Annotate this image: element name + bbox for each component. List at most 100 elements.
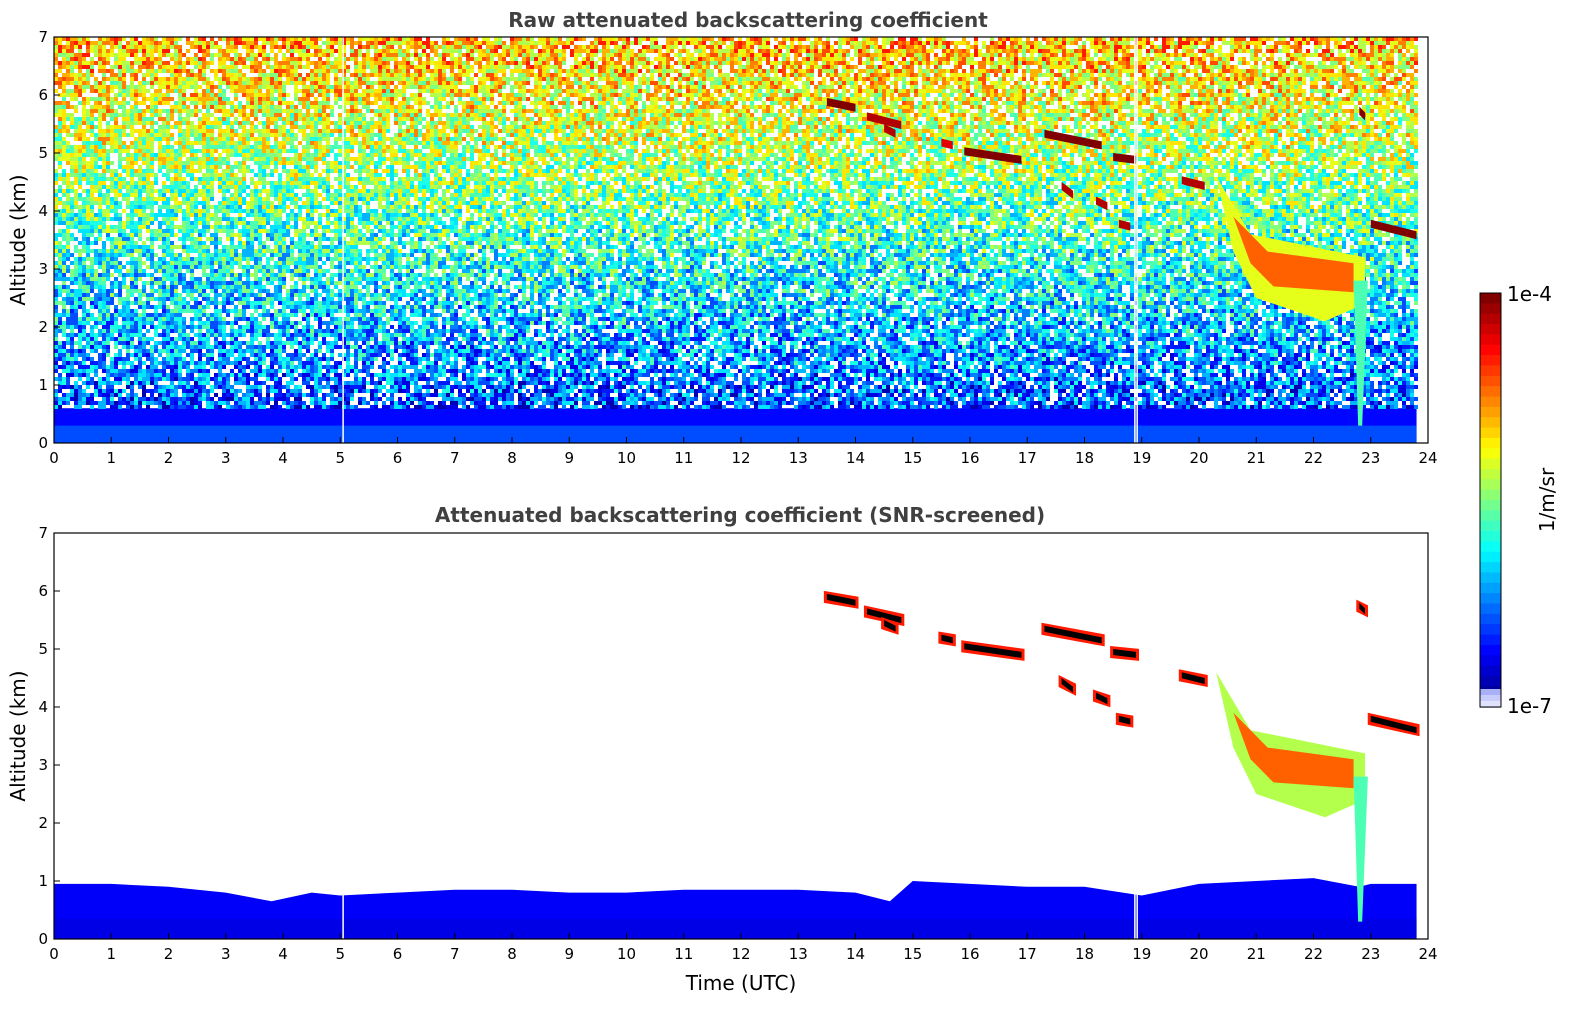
noise-pixels <box>54 37 1418 221</box>
cloud-mass <box>1216 176 1366 322</box>
x-tick-label: 8 <box>507 449 517 467</box>
noise-pixels <box>54 113 1418 409</box>
x-tick-label: 20 <box>1189 945 1208 963</box>
colorbar-step <box>1480 634 1501 646</box>
noise-pixels <box>54 41 1418 333</box>
x-tick-label: 16 <box>960 945 979 963</box>
x-tick-label: 7 <box>450 945 460 963</box>
colorbar-step <box>1480 396 1501 408</box>
colorbar-step <box>1480 675 1501 687</box>
noise-pixels <box>54 37 1418 261</box>
colorbar-step <box>1480 293 1501 304</box>
y-tick-label: 6 <box>38 86 48 104</box>
x-tick-label: 17 <box>1018 945 1037 963</box>
x-tick-label: 12 <box>731 945 750 963</box>
y-tick-label: 4 <box>38 202 48 220</box>
cloud-feature <box>964 147 1022 164</box>
x-tick-label: 6 <box>393 449 403 467</box>
noise-pixels <box>54 37 1418 185</box>
panel-screened-y-axis: 0 1 2 3 4 5 6 7 <box>38 524 60 948</box>
colorbar-step <box>1480 593 1501 605</box>
colorbar-step <box>1480 644 1501 656</box>
colorbar-step <box>1480 324 1501 335</box>
x-tick-label: 13 <box>789 449 808 467</box>
panel-screened-plot-area <box>54 590 1420 939</box>
cloud-feature <box>866 608 902 624</box>
colorbar-step <box>1480 603 1501 615</box>
panel-raw-y-axis: 0 1 2 3 4 5 6 7 <box>38 28 60 452</box>
panel-screened-x-label: Time (UTC) <box>685 971 797 995</box>
colorbar-step <box>1480 520 1501 532</box>
x-tick-label: 4 <box>278 945 288 963</box>
colorbar-max-label: 1e-4 <box>1507 282 1552 306</box>
x-tick-label: 11 <box>674 945 693 963</box>
x-tick-label: 17 <box>1018 449 1037 467</box>
cloud-feature <box>1095 692 1108 705</box>
cloud-feature <box>884 620 896 632</box>
y-tick-label: 3 <box>38 260 48 278</box>
y-tick-label: 5 <box>38 640 48 658</box>
x-tick-label: 14 <box>846 449 865 467</box>
colorbar-step <box>1480 427 1501 439</box>
colorbar-step <box>1480 665 1501 677</box>
noise-field <box>54 37 1418 409</box>
x-tick-label: 7 <box>450 449 460 467</box>
colorbar-step <box>1480 386 1501 398</box>
colorbar-gradient <box>1480 293 1501 708</box>
cloud-feature <box>866 112 902 130</box>
colorbar-step <box>1480 313 1501 325</box>
x-tick-label: 21 <box>1247 449 1266 467</box>
x-tick-label: 10 <box>617 449 636 467</box>
noise-pixels <box>54 37 1414 113</box>
y-tick-label: 1 <box>38 376 48 394</box>
colorbar-step <box>1480 541 1501 553</box>
colorbar-step <box>1480 489 1501 501</box>
noise-pixels <box>54 333 1418 409</box>
x-tick-label: 12 <box>731 449 750 467</box>
y-tick-label: 1 <box>38 872 48 890</box>
colorbar-step <box>1480 613 1501 625</box>
x-tick-label: 8 <box>507 945 517 963</box>
x-tick-label: 5 <box>335 945 345 963</box>
panel-screened-frame <box>53 532 1429 940</box>
cloud-mass-core <box>1233 216 1354 293</box>
cloud-feature <box>826 97 856 112</box>
colorbar-step <box>1480 448 1501 460</box>
fallstreak <box>1353 280 1368 426</box>
x-tick-label: 15 <box>903 945 922 963</box>
y-tick-label: 2 <box>38 318 48 336</box>
cloud-feature <box>1113 649 1137 658</box>
x-tick-label: 24 <box>1418 945 1437 963</box>
y-tick-label: 7 <box>38 524 48 542</box>
x-tick-label: 1 <box>106 449 116 467</box>
x-tick-label: 0 <box>49 449 59 467</box>
colorbar-step <box>1480 417 1501 429</box>
panel-screened-x-axis: 0 1 2 3 4 5 6 7 8 9 10 11 12 13 14 15 16 17 18 19 20 21 22 23 24 <box>49 933 1438 963</box>
panel-raw-title: Raw attenuated backscattering coefficien… <box>508 8 988 32</box>
x-tick-label: 5 <box>335 449 345 467</box>
cloud-feature <box>964 643 1022 658</box>
colorbar-step <box>1480 695 1501 701</box>
panel-raw: Raw attenuated backscattering coefficien… <box>6 8 1438 467</box>
x-tick-label: 9 <box>564 449 574 467</box>
x-tick-label: 22 <box>1304 449 1323 467</box>
x-tick-label: 22 <box>1304 945 1323 963</box>
panel-screened-title: Attenuated backscattering coefficient (S… <box>435 503 1045 527</box>
cloud-feature <box>1370 219 1417 240</box>
panel-raw-y-label: Altitude (km) <box>6 174 30 305</box>
colorbar-step <box>1480 689 1501 695</box>
y-tick-label: 0 <box>38 930 48 948</box>
cloud-feature <box>1113 153 1137 164</box>
colorbar-step <box>1480 344 1501 356</box>
x-tick-label: 14 <box>846 945 865 963</box>
cloud-feature <box>826 593 856 606</box>
colorbar-step <box>1480 365 1501 377</box>
y-tick-label: 3 <box>38 756 48 774</box>
colorbar-step <box>1480 582 1501 594</box>
x-tick-label: 2 <box>164 945 174 963</box>
colorbar-step <box>1480 406 1501 418</box>
cloud-feature <box>1359 602 1366 615</box>
colorbar-step <box>1480 500 1501 511</box>
y-tick-label: 2 <box>38 814 48 832</box>
x-tick-label: 18 <box>1075 945 1094 963</box>
